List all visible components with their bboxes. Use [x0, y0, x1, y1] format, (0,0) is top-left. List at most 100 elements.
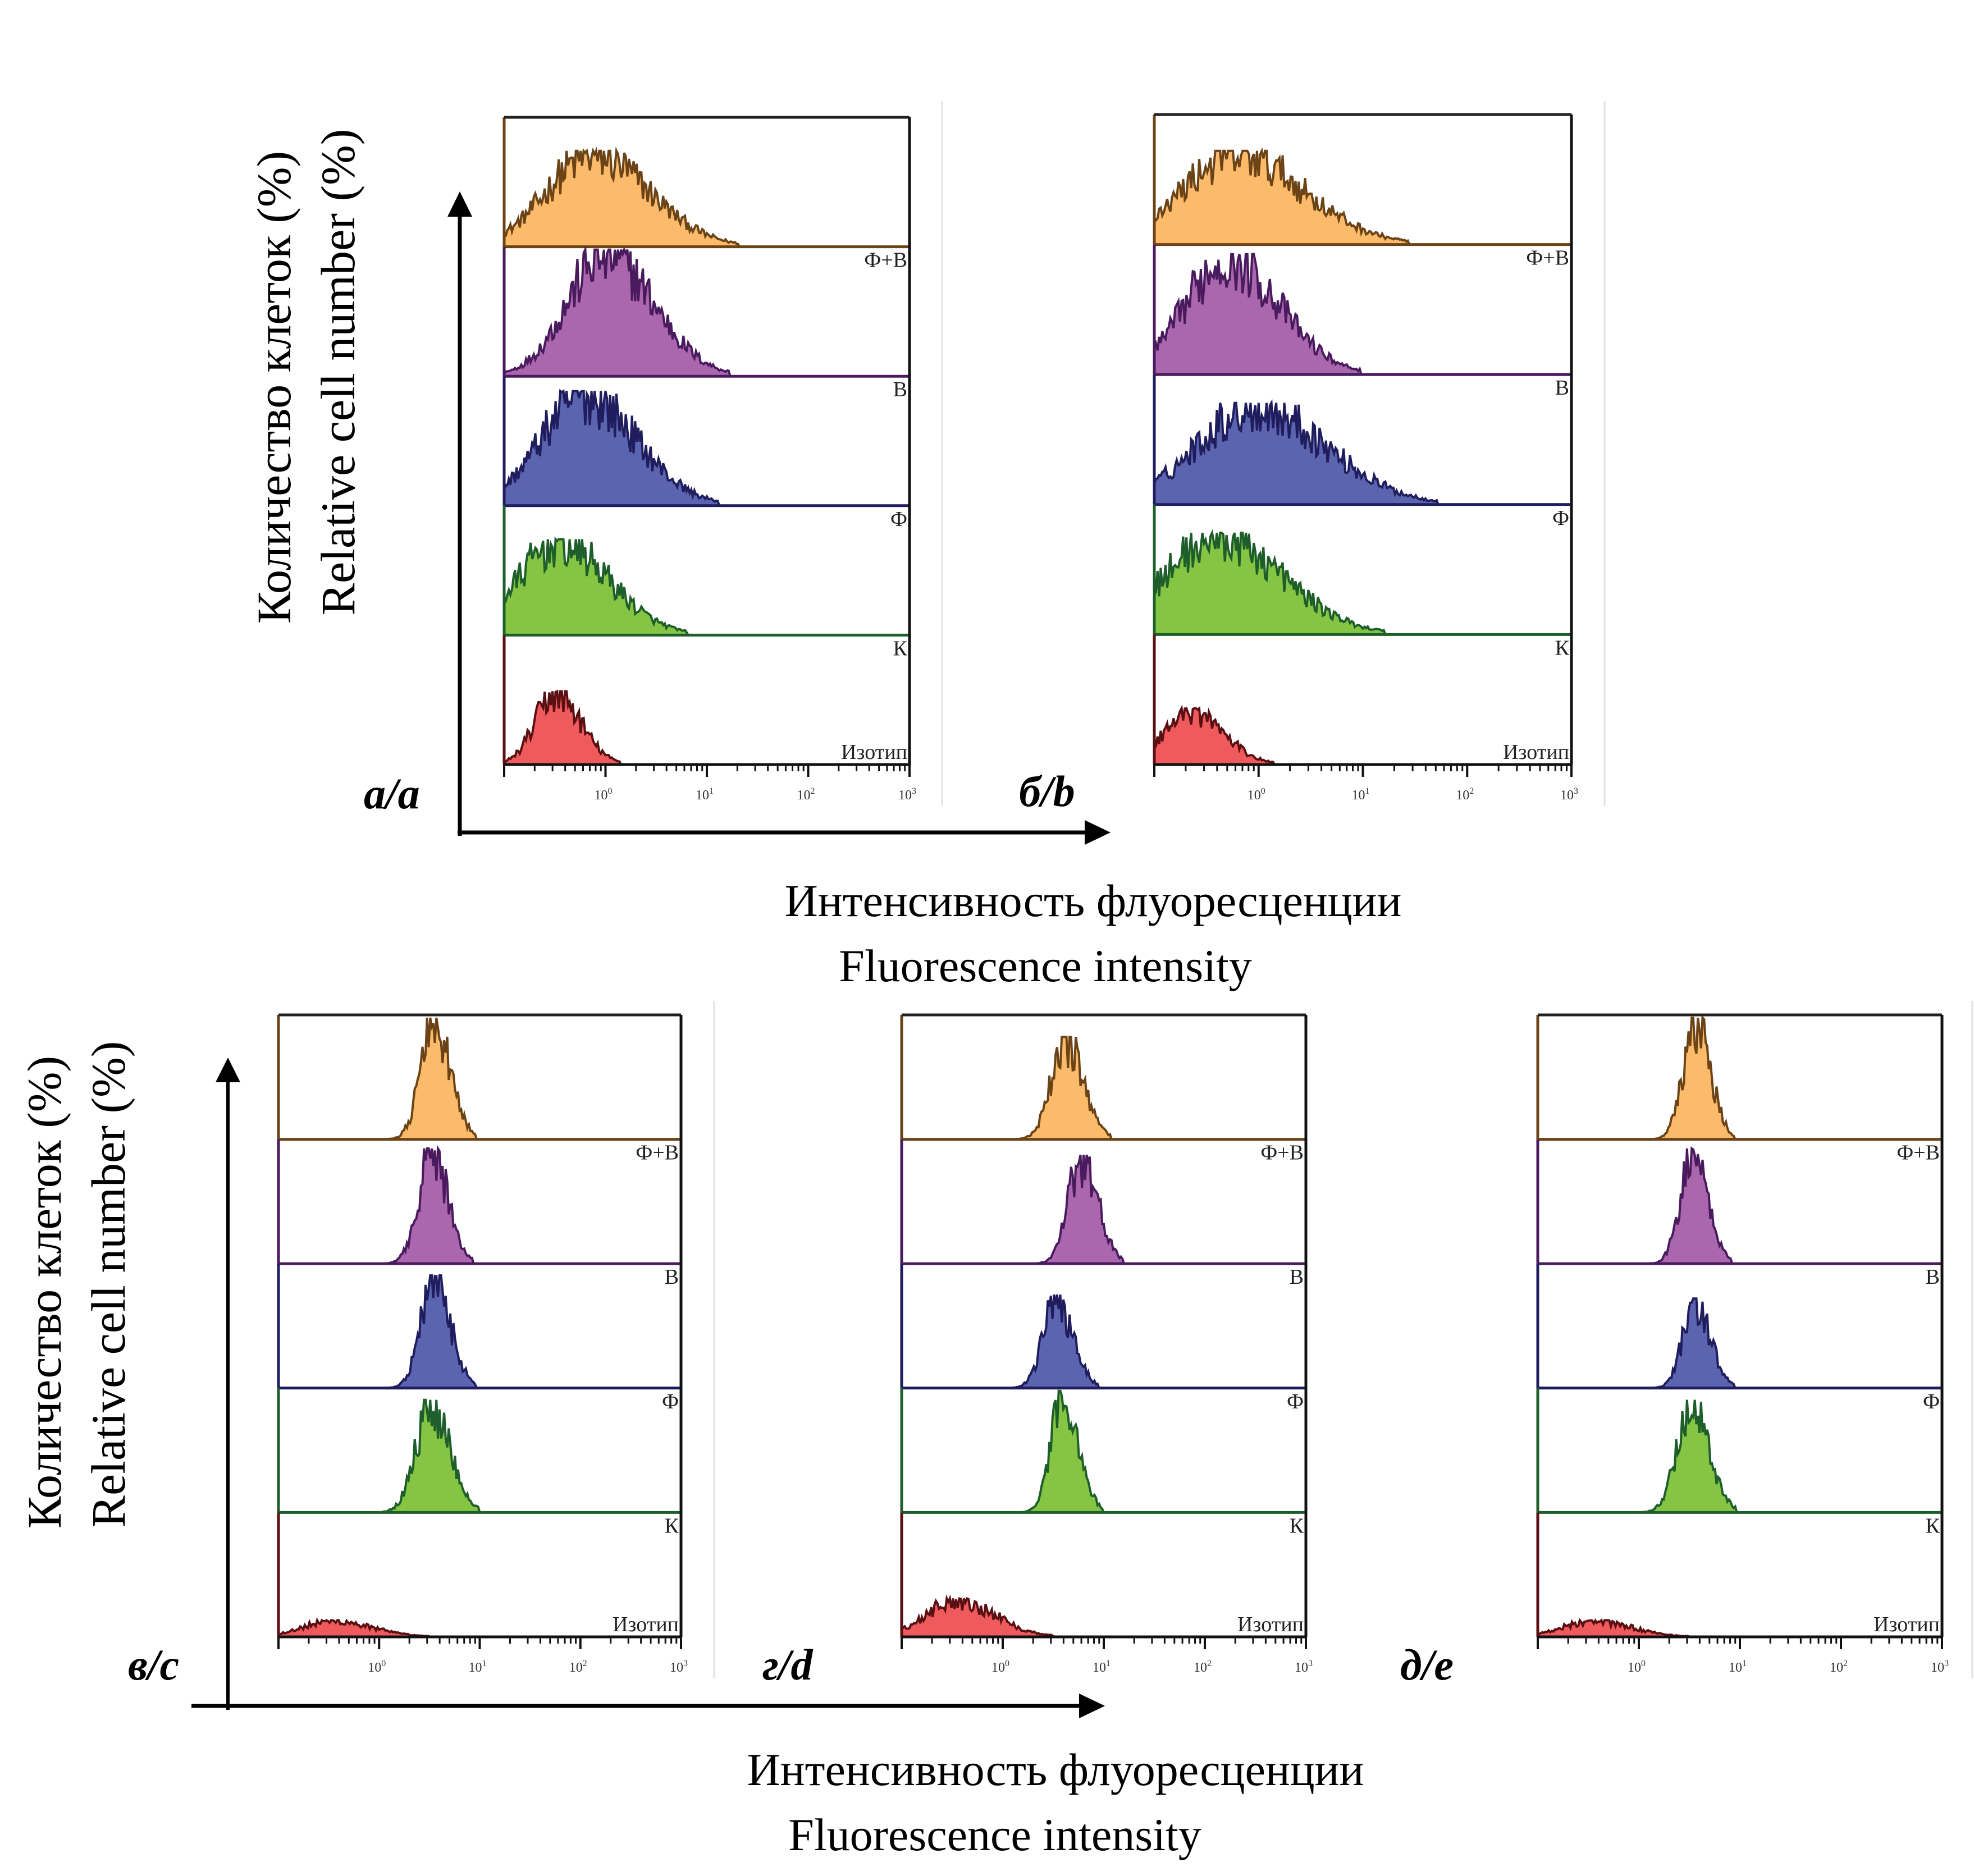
histogram-outline: [902, 1294, 1306, 1389]
histogram-phi-b: Ф+В: [900, 1015, 1306, 1165]
histogram-k: К: [502, 505, 910, 660]
histogram-fill: [902, 1598, 1306, 1637]
histogram-isotype: Изотип: [1153, 634, 1571, 766]
tick-label: 102: [797, 786, 815, 803]
histogram-fill: [902, 1294, 1306, 1388]
histogram-fill: [902, 1155, 1306, 1264]
histogram-b: В: [502, 245, 910, 401]
histogram-fill: [1154, 254, 1571, 375]
tick-label: 100: [991, 1659, 1009, 1675]
y-axis-label-ru-bottom: Количество клеток (%): [17, 1056, 71, 1529]
histogram-panel-c: Ф+В В Ф К Изотип 100 101 102 103: [277, 1013, 688, 1675]
band-label-isotype: Изотип: [613, 1613, 679, 1636]
tick-label: 100: [368, 1659, 386, 1675]
band-label-phi: Ф: [1923, 1390, 1940, 1413]
band-label-phi-b: Ф+В: [1897, 1141, 1940, 1165]
tick-label: 101: [1729, 1659, 1747, 1675]
band-label-b: В: [893, 378, 907, 401]
band-label-phi: Ф: [662, 1390, 679, 1413]
histogram-outline: [278, 1017, 681, 1141]
band-label-phi: Ф: [1287, 1390, 1304, 1413]
histogram-phi: Ф: [1153, 374, 1571, 530]
tick-label: 102: [1830, 1659, 1848, 1675]
x-axis-arrow-bottom: [191, 1694, 1105, 1718]
band-label-b: В: [1290, 1265, 1304, 1289]
histogram-fill: [278, 1149, 681, 1264]
tick-label: 101: [1093, 1659, 1111, 1675]
band-label-phi: Ф: [890, 507, 907, 531]
band-label-isotype: Изотип: [1237, 1613, 1304, 1636]
y-axis-arrow-top: [447, 191, 472, 836]
tick-label: 101: [469, 1659, 487, 1675]
x-axis-label-en-bottom: Fluorescence intensity: [788, 1809, 1201, 1860]
histogram-outline: [278, 1274, 681, 1389]
histogram-b: В: [1536, 1139, 1942, 1289]
band-label-b: В: [665, 1265, 679, 1289]
histogram-fill: [1538, 1298, 1942, 1388]
histogram-phi-b: Ф+В: [502, 117, 910, 272]
histogram-outline: [902, 1389, 1306, 1514]
histogram-isotype: Изотип: [277, 1512, 681, 1639]
histogram-outline: [1538, 1399, 1942, 1514]
histogram-fill: [1538, 1018, 1942, 1140]
y-axis-arrow-bottom: [216, 1058, 240, 1710]
histogram-k: К: [1536, 1388, 1942, 1538]
histogram-fill: [504, 150, 910, 247]
panel-letter-e: д/e: [1400, 1640, 1454, 1689]
band-label-isotype: Изотип: [841, 740, 907, 764]
band-label-k: К: [1290, 1514, 1304, 1538]
histogram-phi-b: Ф+В: [1536, 1015, 1942, 1165]
histogram-fill: [1538, 1399, 1942, 1513]
histogram-b: В: [277, 1139, 681, 1289]
tick-label: 102: [569, 1659, 587, 1675]
y-axis-label-en-bottom: Relative cell number (%): [81, 1041, 135, 1528]
tick-label: 103: [1295, 1659, 1313, 1675]
histogram-outline: [1538, 1297, 1942, 1389]
band-label-k: К: [1926, 1514, 1940, 1538]
histogram-fill: [504, 391, 910, 506]
histogram-isotype: Изотип: [502, 635, 910, 766]
histogram-panel-b: Ф+В В Ф К Изотип 100 101 102 103: [1153, 113, 1578, 803]
tick-label: 101: [696, 786, 714, 803]
histogram-isotype: Изотип: [900, 1512, 1306, 1639]
histogram-fill: [1154, 708, 1571, 765]
band-label-phi: Ф: [1552, 506, 1569, 530]
histogram-b: В: [900, 1139, 1306, 1289]
tick-label: 102: [1456, 786, 1474, 803]
panel-letter-b: б/b: [1019, 767, 1075, 816]
band-label-b: В: [1555, 376, 1569, 400]
histogram-fill: [278, 1018, 681, 1140]
tick-label: 103: [1560, 786, 1578, 803]
histogram-b: В: [1153, 244, 1571, 400]
y-axis-label-ru-top: Количество клеток (%): [247, 151, 301, 624]
histogram-fill: [278, 1399, 681, 1513]
x-axis-label-ru-bottom: Интенсивность флуоресценции: [747, 1744, 1364, 1795]
histogram-fill: [902, 1390, 1306, 1513]
histogram-isotype: Изотип: [1536, 1512, 1942, 1639]
histogram-panel-a: Ф+В В Ф К Изотип 100 101 102 103: [502, 116, 916, 803]
histogram-fill: [278, 1275, 681, 1388]
histogram-fill: [1154, 402, 1571, 505]
histogram-fill: [504, 539, 910, 635]
band-label-k: К: [665, 1514, 679, 1538]
band-label-k: К: [893, 637, 908, 660]
panel-letter-a: а/a: [364, 769, 420, 818]
band-label-k: К: [1555, 636, 1570, 660]
band-label-phi-b: Ф+В: [636, 1141, 679, 1165]
histogram-fill: [1154, 150, 1571, 245]
histogram-k: К: [900, 1388, 1306, 1538]
tick-label: 100: [1248, 786, 1265, 803]
histogram-phi-b: Ф+В: [277, 1015, 681, 1165]
histogram-phi-b: Ф+В: [1153, 115, 1571, 270]
band-label-isotype: Изотип: [1503, 740, 1569, 764]
histogram-fill: [504, 249, 910, 377]
tick-label: 103: [670, 1659, 688, 1675]
histogram-phi: Ф: [277, 1264, 681, 1413]
tick-label: 101: [1352, 786, 1370, 803]
band-label-phi-b: Ф+В: [1260, 1141, 1304, 1165]
panel-letter-c: в/c: [128, 1640, 179, 1689]
histogram-fill: [1154, 533, 1571, 635]
histogram-panel-d: Ф+В В Ф К Изотип 100 101 102 103: [900, 1013, 1313, 1675]
band-label-phi-b: Ф+В: [864, 249, 907, 272]
